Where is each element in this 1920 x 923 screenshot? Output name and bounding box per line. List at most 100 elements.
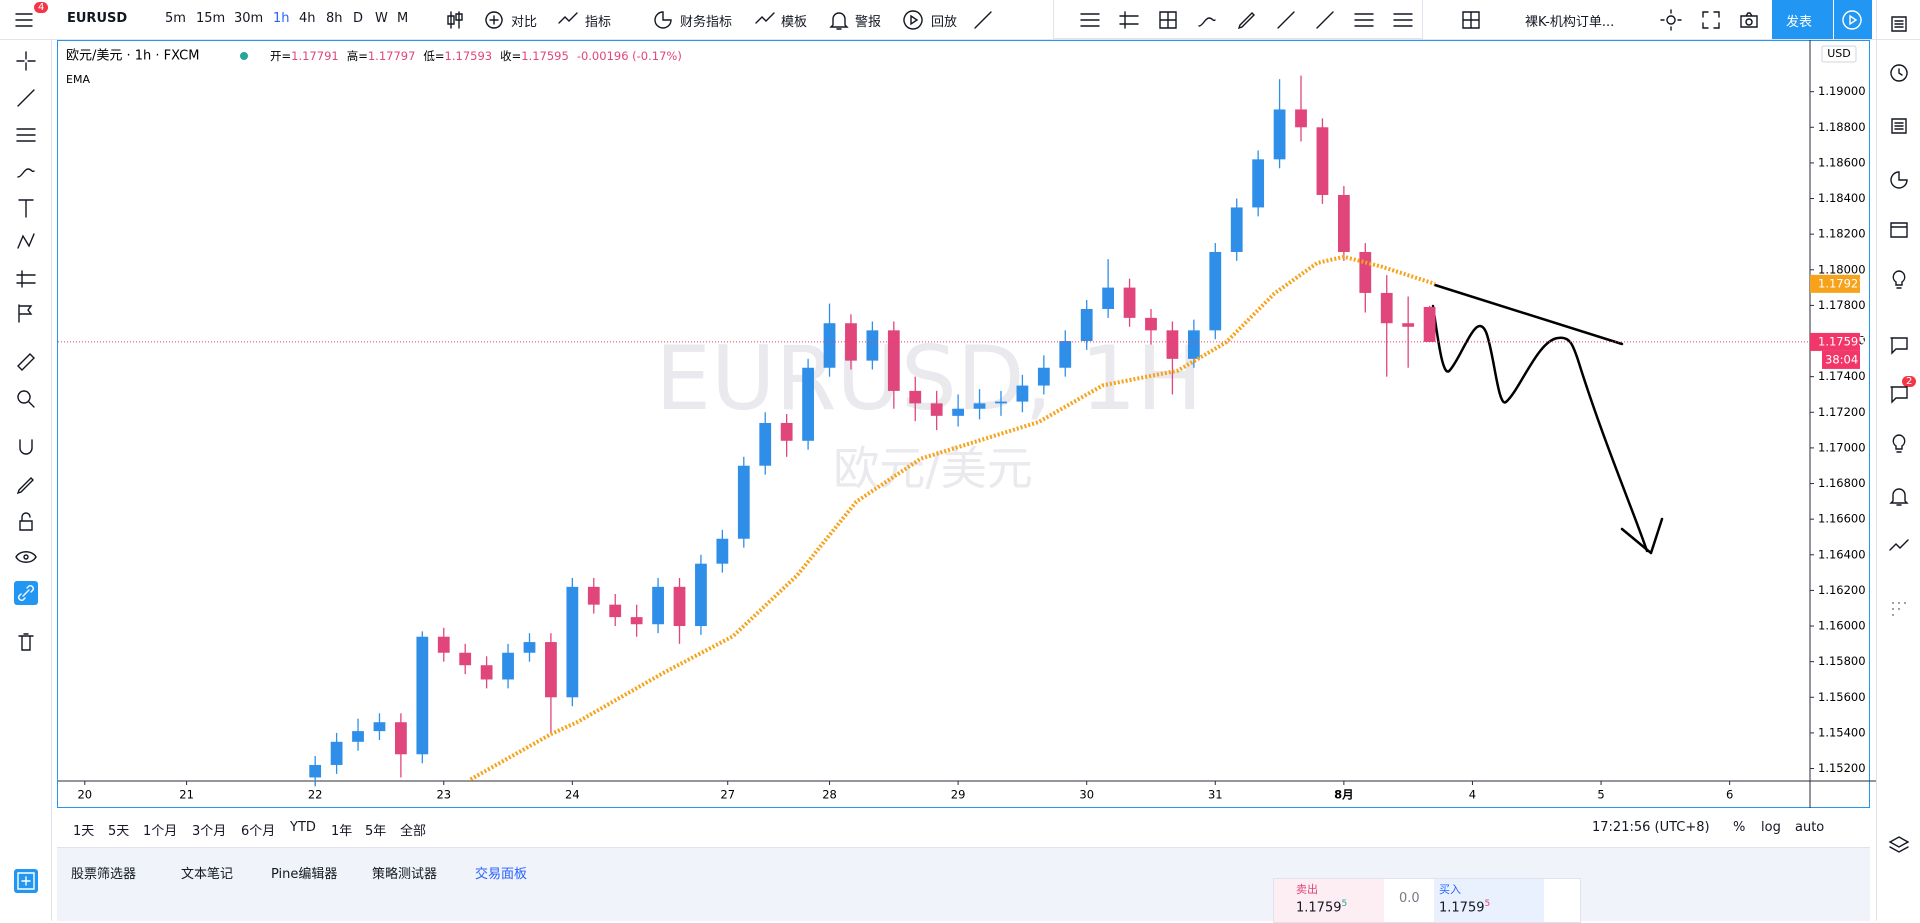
icon[interactable] [14, 387, 38, 411]
icon-shape[interactable] [18, 199, 34, 218]
icon[interactable] [1840, 8, 1864, 32]
icon[interactable] [1887, 432, 1911, 456]
icon[interactable] [556, 8, 580, 32]
icon[interactable] [1887, 484, 1911, 508]
icon-shape[interactable] [19, 512, 33, 531]
scale-option[interactable]: auto [1795, 820, 1825, 835]
icon[interactable] [14, 545, 38, 569]
icon[interactable] [971, 8, 995, 32]
icon[interactable] [1887, 217, 1911, 241]
icon[interactable] [14, 473, 38, 497]
icon-shape[interactable] [1889, 539, 1909, 551]
icon[interactable] [14, 230, 38, 254]
icon-shape[interactable] [16, 270, 36, 288]
icon[interactable] [14, 123, 38, 147]
icon[interactable] [14, 869, 38, 893]
scale-option[interactable]: % [1733, 820, 1746, 835]
projection-path[interactable] [1431, 304, 1649, 553]
icon[interactable] [14, 301, 38, 325]
icon[interactable] [14, 196, 38, 220]
icon[interactable] [14, 581, 38, 605]
icon-shape[interactable] [1660, 9, 1682, 31]
icon[interactable] [1078, 8, 1102, 32]
interval[interactable]: D [353, 11, 364, 26]
button[interactable]: 模板 [781, 15, 808, 30]
icon-shape[interactable] [17, 353, 35, 371]
tab[interactable]: Pine编辑器 [271, 867, 338, 882]
icon-shape[interactable] [1890, 64, 1908, 82]
icon[interactable] [14, 350, 38, 374]
icon-shape[interactable] [1316, 11, 1334, 29]
icon[interactable] [14, 49, 38, 73]
buy-button[interactable] [1434, 879, 1544, 922]
button[interactable]: 对比 [511, 15, 538, 30]
icon[interactable] [1887, 268, 1911, 292]
icon-shape[interactable] [15, 13, 33, 27]
icon-shape[interactable] [1842, 10, 1862, 30]
icon[interactable] [1391, 8, 1415, 32]
icon[interactable] [1887, 333, 1911, 357]
icon-shape[interactable] [15, 551, 37, 563]
range[interactable]: 全部 [400, 824, 427, 839]
icon-shape[interactable] [1159, 11, 1177, 29]
icon-shape[interactable] [17, 390, 35, 408]
icon-shape[interactable] [17, 168, 35, 178]
icon-shape[interactable] [654, 11, 672, 29]
icon-shape[interactable] [974, 11, 992, 29]
sell-price[interactable]: 1.17595 [1296, 899, 1347, 915]
icon-shape[interactable] [1462, 11, 1480, 29]
icon[interactable] [1887, 168, 1911, 192]
interval[interactable]: W [375, 11, 388, 26]
icon[interactable] [1887, 382, 1911, 406]
range[interactable]: 5天 [108, 824, 130, 839]
icon-shape[interactable] [1277, 11, 1295, 29]
icon[interactable] [14, 86, 38, 110]
price[interactable]: 1.1759 [1439, 900, 1485, 916]
sell-label[interactable]: 卖出 [1296, 883, 1318, 896]
icon-shape[interactable] [17, 872, 35, 890]
buy-price[interactable]: 1.17595 [1439, 899, 1490, 915]
publish-text[interactable]: 发表 [1786, 15, 1813, 30]
icon[interactable] [1887, 597, 1911, 621]
user-drawing[interactable] [1431, 283, 1664, 555]
interval[interactable]: 15m [196, 11, 226, 26]
icon[interactable] [14, 510, 38, 534]
icon-shape[interactable] [1119, 11, 1139, 29]
icon[interactable] [1156, 8, 1180, 32]
trend-line[interactable] [1433, 283, 1624, 346]
icon[interactable] [1887, 535, 1911, 559]
icon-shape[interactable] [1889, 488, 1909, 506]
icon-shape[interactable] [1354, 13, 1374, 27]
layout-name[interactable]: 裸K-机构订单... [1525, 15, 1615, 30]
range[interactable]: 5年 [365, 824, 387, 839]
icon-shape[interactable] [829, 12, 849, 30]
range[interactable]: 1天 [73, 824, 95, 839]
buy-label[interactable]: 买入 [1439, 883, 1461, 896]
icon[interactable] [14, 436, 38, 460]
tab[interactable]: 策略测试器 [372, 867, 438, 882]
symbol[interactable]: EURUSD [67, 11, 128, 26]
arrow-head[interactable] [1620, 517, 1664, 555]
icon-shape[interactable] [1890, 222, 1908, 238]
icon-shape[interactable] [16, 128, 36, 142]
icon-shape[interactable] [1892, 602, 1906, 616]
icon[interactable] [1195, 8, 1219, 32]
icon-shape[interactable] [1892, 270, 1906, 289]
interval[interactable]: 1h [273, 11, 290, 26]
interval[interactable]: 4h [299, 11, 316, 26]
icon-shape[interactable] [18, 633, 34, 651]
icon-shape[interactable] [755, 12, 775, 24]
icon[interactable] [1235, 8, 1259, 32]
icon-shape[interactable] [1891, 16, 1907, 32]
icon[interactable] [14, 159, 38, 183]
interval[interactable]: 8h [326, 11, 343, 26]
icon-shape[interactable] [447, 11, 463, 29]
icon-shape[interactable] [1237, 12, 1255, 30]
icon[interactable] [1887, 12, 1911, 36]
icon-shape[interactable] [1740, 12, 1758, 28]
icon-shape[interactable] [558, 12, 578, 24]
icon[interactable] [1659, 8, 1683, 32]
icon-shape[interactable] [17, 89, 35, 107]
interval[interactable]: M [397, 11, 409, 26]
icon-shape[interactable] [1892, 434, 1906, 453]
